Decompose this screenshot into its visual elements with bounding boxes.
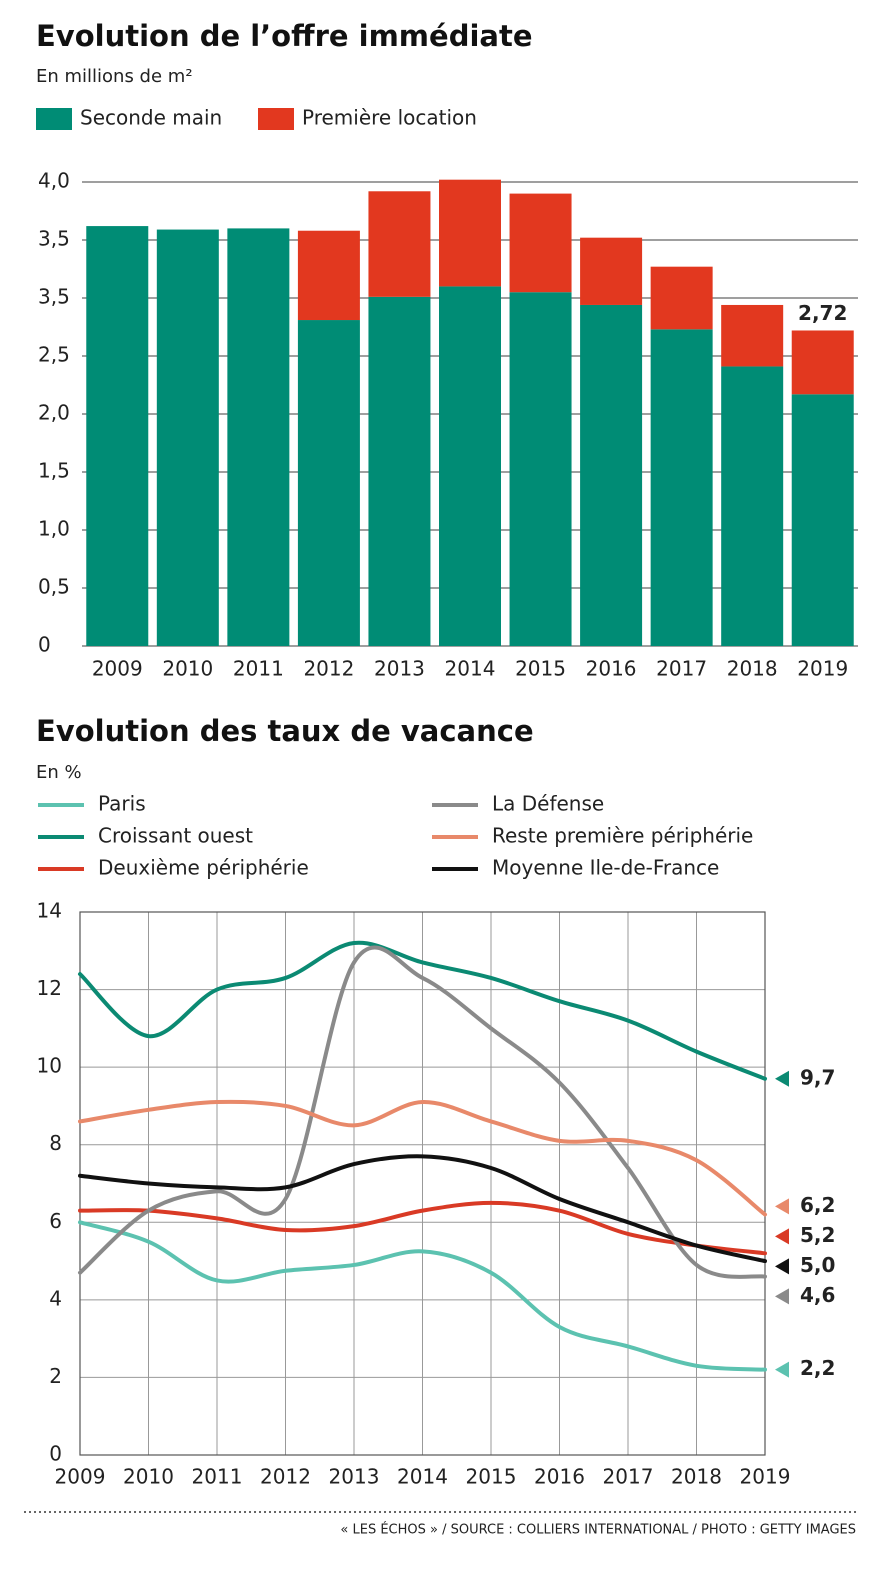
y-tick-label: 0 [49,1442,62,1466]
x-tick-label: 2013 [329,1465,380,1489]
legend-label: Première location [302,106,477,130]
legend-label: Moyenne Ile-de-France [492,856,719,880]
x-tick-label: 2012 [260,1465,311,1489]
y-tick-label: 2,0 [38,401,70,425]
bar-segment [86,226,149,646]
legend-swatch [258,108,294,130]
chart-title: Evolution de l’offre immédiate [36,19,533,53]
series-line [78,945,767,1279]
bar-segment [368,191,431,297]
end-marker [775,1288,789,1305]
bar-segment [721,304,784,367]
y-tick-label: 1,5 [38,459,70,483]
chart-title: Evolution des taux de vacance [36,714,534,748]
x-tick-label: 2011 [233,657,284,681]
x-tick-label: 2019 [797,657,848,681]
end-marker [775,1198,789,1215]
bar-segment [580,304,643,646]
bar-segment [791,330,854,395]
x-tick-label: 2017 [656,657,707,681]
series-line [78,1099,767,1217]
legend-label: Paris [98,792,146,816]
series-line [78,1200,767,1256]
bar-segment [439,286,501,646]
y-tick-label: 8 [49,1131,62,1155]
bar-segment [156,229,219,646]
bar-segment [297,230,360,321]
y-tick-label: 10 [37,1054,62,1078]
value-label: 4,6 [800,1283,835,1307]
legend-label: Deuxième périphérie [98,856,309,880]
y-tick-label: 0 [38,633,51,657]
end-marker [775,1258,789,1275]
x-tick-label: 2016 [534,1465,585,1489]
bar-segment [509,193,572,293]
y-tick-label: 14 [37,899,62,923]
y-tick-label: 2,5 [38,343,70,367]
bar-segment [791,394,854,646]
y-tick-label: 12 [37,976,62,1000]
x-tick-label: 2017 [603,1465,654,1489]
x-tick-label: 2013 [374,657,425,681]
bar-segment [509,292,572,646]
x-tick-label: 2019 [740,1465,791,1489]
series-line [78,1220,767,1372]
end-marker [775,1361,789,1378]
x-tick-label: 2015 [466,1465,517,1489]
value-label: 2,2 [800,1356,835,1380]
bar-segment [227,228,290,646]
bar-segment [650,329,713,646]
bar-segment [721,366,784,646]
x-tick-label: 2016 [586,657,637,681]
legend-label: Reste première périphérie [492,824,753,848]
chart-subtitle: En % [36,762,82,783]
bar-segment [650,266,713,330]
total-label: 2,72 [798,301,847,325]
chart-subtitle: En millions de m² [36,66,193,87]
x-tick-label: 2010 [123,1465,174,1489]
plot-frame [79,911,766,1456]
x-tick-label: 2014 [397,1465,448,1489]
end-marker [775,1070,789,1087]
y-tick-label: 6 [49,1209,62,1233]
x-tick-label: 2015 [515,657,566,681]
y-tick-label: 3,5 [38,285,70,309]
y-tick-label: 1,0 [38,517,70,541]
value-label: 9,7 [800,1065,835,1089]
x-tick-label: 2012 [303,657,354,681]
value-label: 5,2 [800,1223,835,1247]
legend-label: Croissant ouest [98,824,253,848]
y-tick-label: 0,5 [38,575,70,599]
legend-swatch [36,108,72,130]
bar-segment [439,179,501,287]
y-tick-label: 4,0 [38,169,70,193]
bar-segment [297,320,360,646]
y-tick-label: 3,5 [38,227,70,251]
x-tick-label: 2018 [671,1465,722,1489]
legend-label: Seconde main [80,106,222,130]
value-label: 6,2 [800,1193,835,1217]
x-tick-label: 2014 [445,657,496,681]
x-tick-label: 2011 [192,1465,243,1489]
x-tick-label: 2010 [162,657,213,681]
y-tick-label: 4 [49,1286,62,1310]
legend-label: La Défense [492,792,604,816]
end-marker [775,1228,789,1245]
bar-segment [580,237,643,305]
series-line [78,1154,767,1264]
bar-segment [368,296,431,646]
value-label: 5,0 [800,1253,835,1277]
footer: « LES ÉCHOS » / SOURCE : COLLIERS INTERN… [340,1522,856,1538]
series-line [78,940,767,1081]
x-tick-label: 2009 [92,657,143,681]
y-tick-label: 2 [49,1364,62,1388]
x-tick-label: 2018 [727,657,778,681]
x-tick-label: 2009 [55,1465,106,1489]
